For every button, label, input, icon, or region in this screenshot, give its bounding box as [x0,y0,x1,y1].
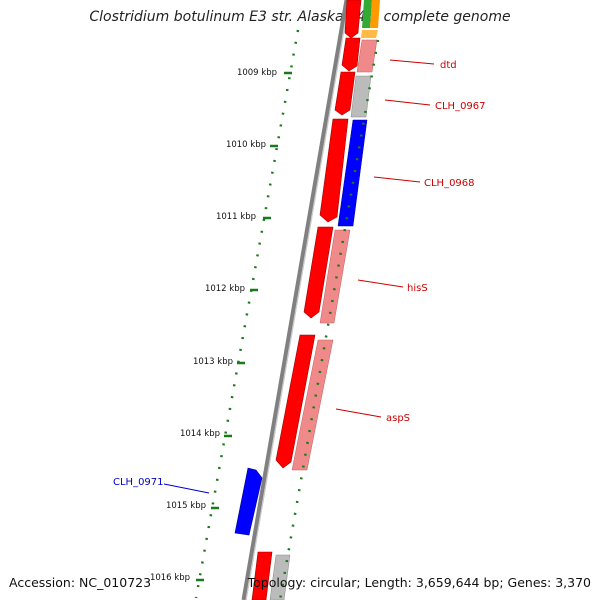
cog-block [356,39,378,73]
gene-label-clh0971[interactable]: CLH_0971 [113,477,164,488]
gene-feature-hiss [303,226,334,319]
gene-label-hiss[interactable]: hisS [407,283,428,294]
ruler-label: 1013 kbp [193,357,233,367]
ruler: 1009 kbp 1010 kbp 1011 kbp 1012 kbp 1013… [150,29,300,599]
gene-feature-clh0967 [334,71,356,116]
gene-labels: dtd CLH_0967 CLH_0968 hisS aspS CLH_0971 [113,60,486,488]
gene-feature-dtd [341,37,361,72]
label-leaders [163,59,435,494]
ruler-label: 1012 kbp [205,284,245,294]
topology-text: Topology: circular; Length: 3,659,644 bp… [247,575,591,590]
ruler-label: 1011 kbp [216,212,256,222]
gene-label-dtd[interactable]: dtd [440,60,457,71]
gene-label-clh0968[interactable]: CLH_0968 [424,178,475,189]
gene-feature-bottom [251,551,273,600]
genome-backbone [241,0,350,600]
leader-line [373,176,421,183]
cog-block [362,0,372,28]
cog-block [350,75,372,118]
cog-block [269,554,291,600]
cog-block [361,30,378,38]
ruler-dotted-arc [194,29,300,599]
ruler-label: 1016 kbp [150,573,190,583]
ruler-label: 1015 kbp [166,501,206,511]
gene-feature-top [344,0,362,39]
gene-label-clh0967[interactable]: CLH_0967 [435,101,486,112]
ruler-label: 1014 kbp [180,429,220,439]
ruler-label: 1010 kbp [226,140,266,150]
cog-track [269,0,380,600]
accession-text: Accession: NC_010723 [9,575,152,590]
leader-line [335,408,382,418]
gene-label-asps[interactable]: aspS [386,413,410,424]
cog-block [291,339,334,471]
ruler-label: 1009 kbp [237,68,277,78]
gene-feature-clh0971 [234,467,263,536]
leader-line [163,483,210,494]
cds-track [234,0,362,600]
gene-feature-clh0968 [319,118,349,223]
cog-block [370,0,380,28]
leader-line [389,59,435,65]
leader-line [357,279,404,288]
map-title: Clostridium botulinum E3 str. Alaska E43… [89,9,511,25]
leader-line [384,99,431,106]
gene-feature-asps [275,334,316,469]
